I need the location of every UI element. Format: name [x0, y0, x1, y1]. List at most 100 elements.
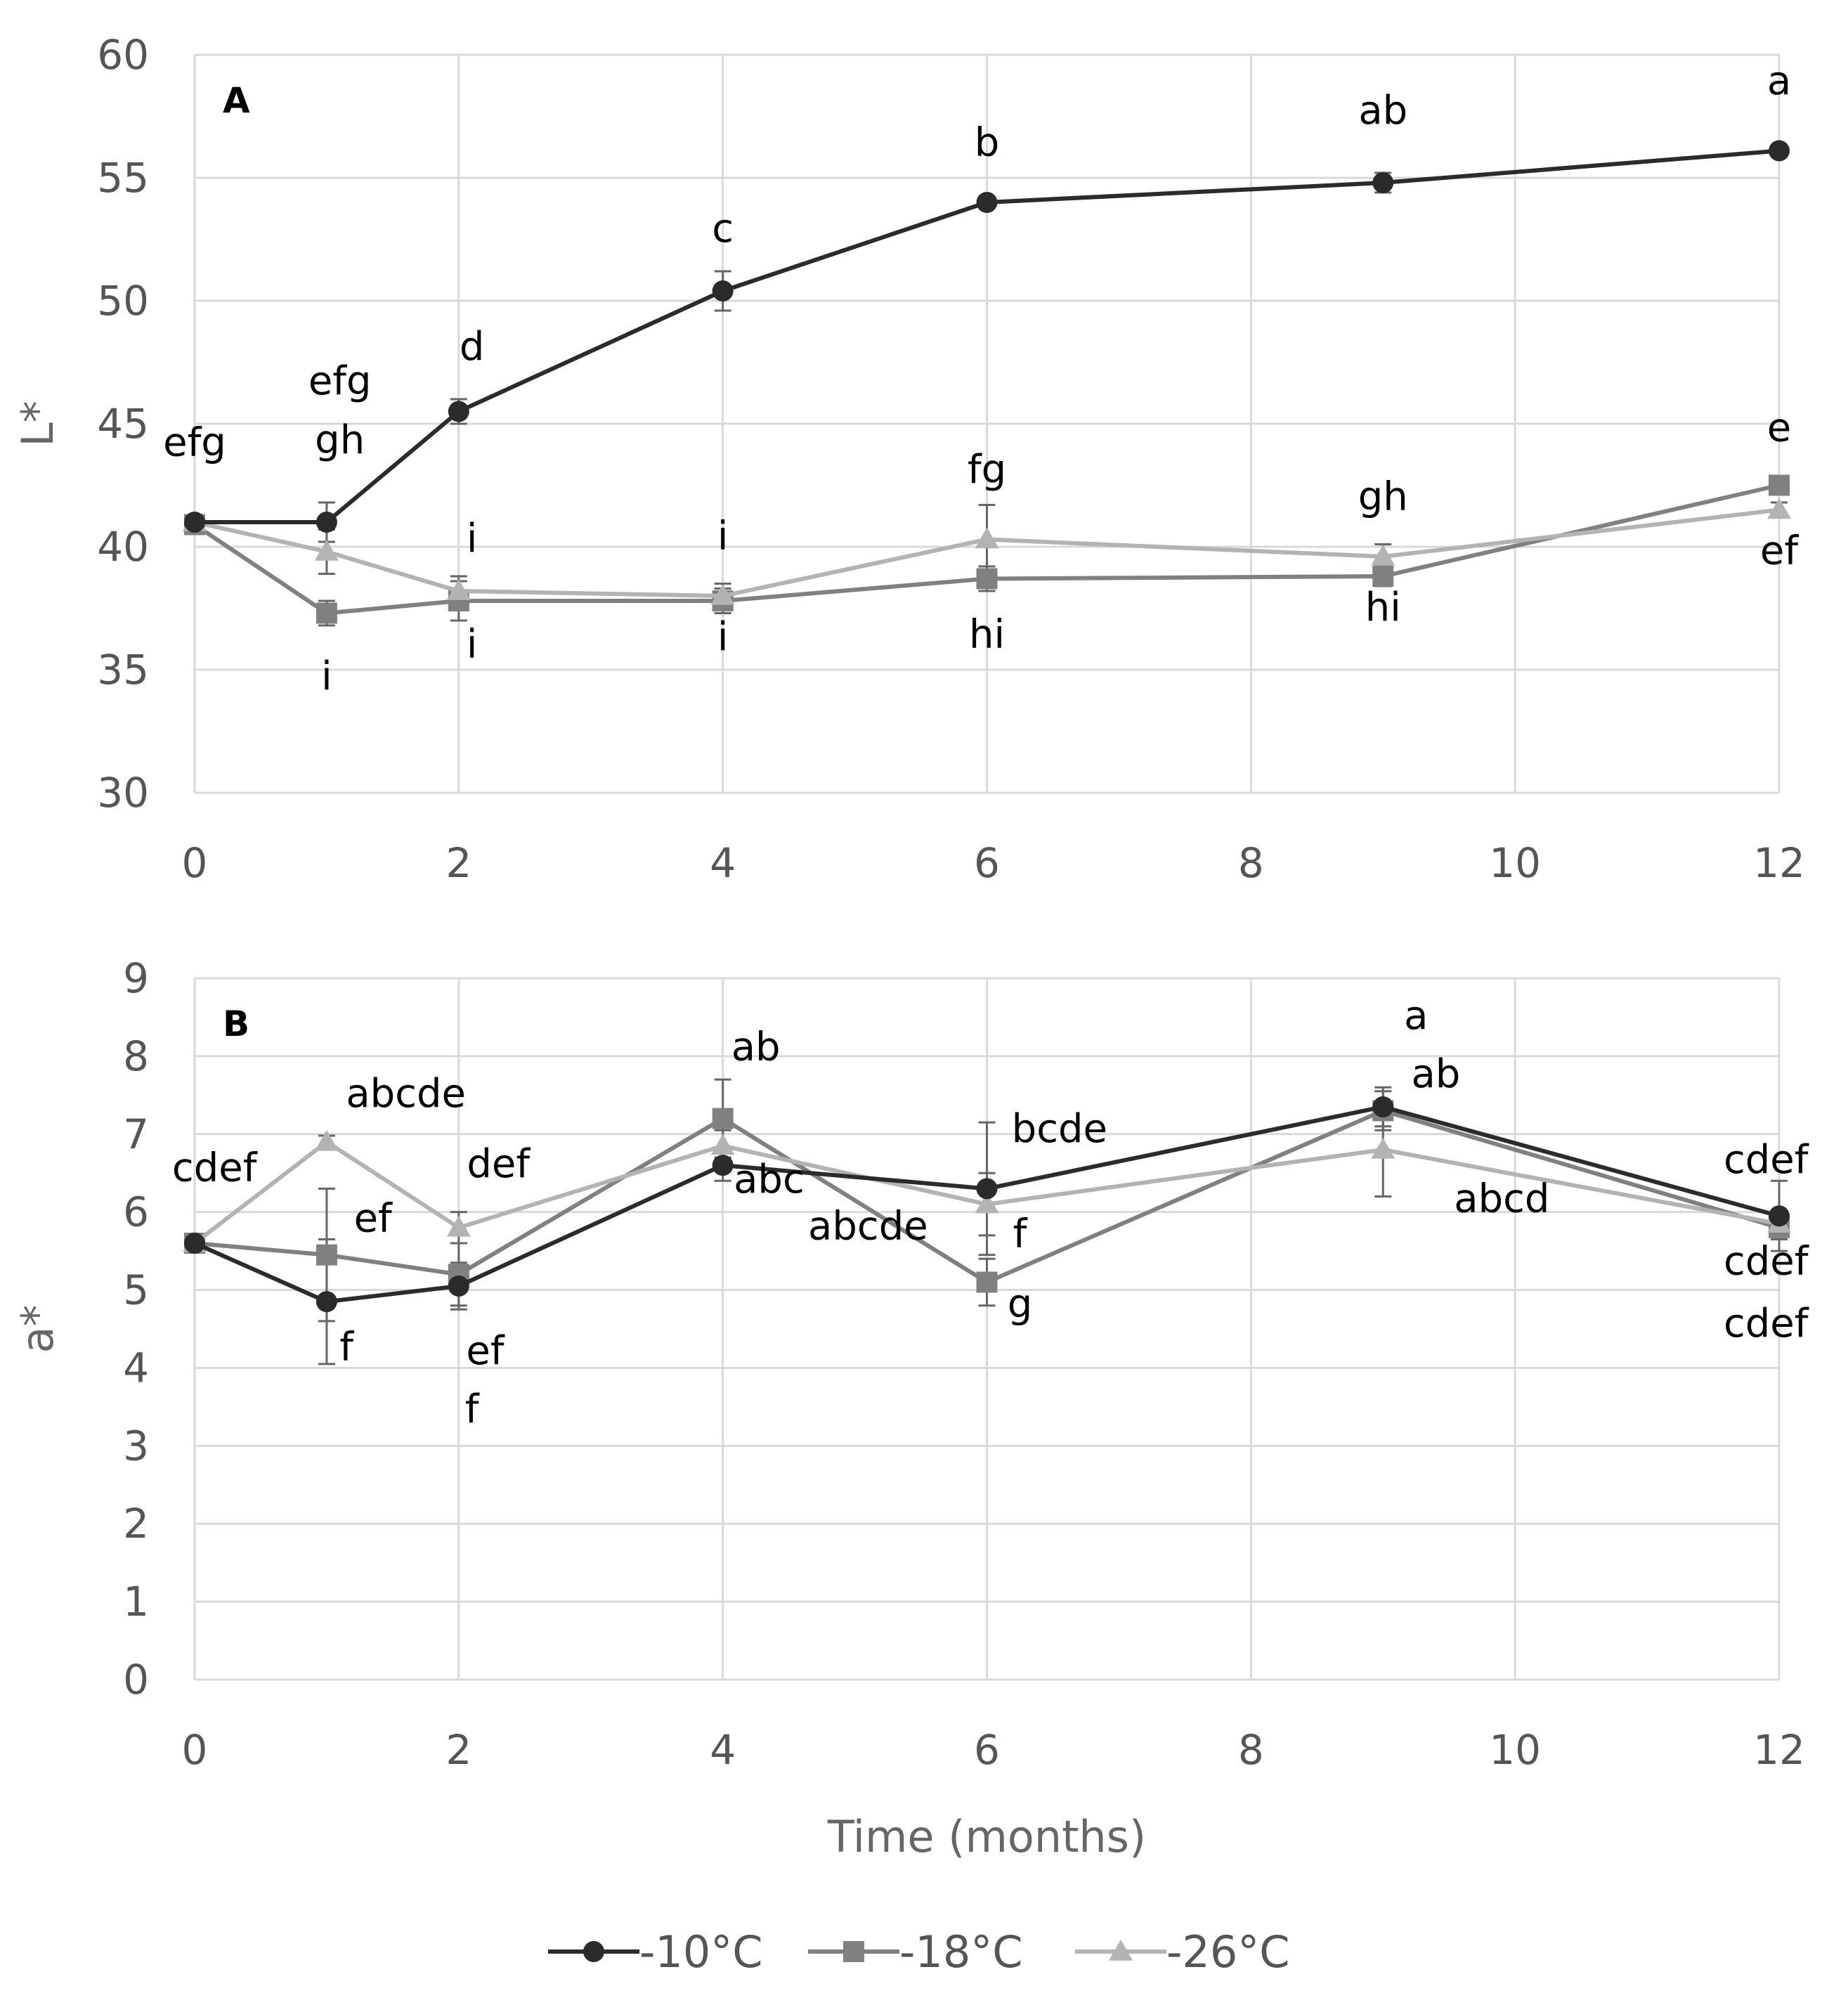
y-tick-label: 5	[123, 1266, 149, 1314]
panel-label: B	[223, 1004, 249, 1044]
significance-label: gh	[315, 417, 365, 463]
significance-label: ab	[731, 1024, 781, 1070]
x-tick-label: 0	[182, 1726, 208, 1774]
x-axis-label: Time (months)	[827, 1811, 1146, 1862]
x-tick-label: 8	[1238, 839, 1264, 887]
y-tick-label: 35	[97, 646, 149, 694]
y-axis-label: a*	[12, 1305, 63, 1354]
significance-label: efg	[163, 420, 226, 466]
x-tick-label: 0	[182, 839, 208, 887]
data-point	[976, 568, 998, 590]
data-point	[710, 584, 735, 605]
significance-label: i	[717, 514, 729, 559]
significance-label: i	[717, 614, 729, 660]
x-tick-label: 12	[1753, 1726, 1805, 1774]
y-tick-label: 45	[97, 400, 149, 448]
significance-label: a	[1767, 58, 1791, 104]
data-point	[975, 1192, 999, 1214]
x-tick-label: 4	[710, 839, 736, 887]
significance-label: ef	[466, 1328, 505, 1374]
significance-label: c	[712, 206, 734, 252]
significance-label: abcde	[808, 1203, 928, 1249]
data-point	[314, 1129, 339, 1151]
x-tick-label: 10	[1489, 839, 1541, 887]
legend-label: -10°C	[639, 1926, 763, 1978]
data-point	[184, 1233, 205, 1254]
significance-label: fg	[968, 447, 1006, 493]
legend: -10°C -18°C -26°C	[548, 1926, 1290, 1978]
y-tick-label: 50	[97, 277, 149, 325]
significance-label: abc	[734, 1157, 805, 1202]
legend-label: -18°C	[899, 1926, 1023, 1978]
y-tick-label: 3	[123, 1422, 149, 1469]
y-tick-label: 4	[123, 1344, 149, 1391]
data-point	[315, 1244, 337, 1266]
data-point	[448, 401, 469, 422]
data-point	[184, 512, 205, 533]
significance-label: f	[1013, 1212, 1028, 1257]
data-point	[712, 1108, 734, 1129]
significance-label: abcde	[346, 1071, 466, 1117]
x-tick-label: 12	[1753, 839, 1805, 887]
significance-label: e	[1767, 405, 1791, 451]
significance-label: g	[1008, 1281, 1033, 1327]
data-point	[1371, 1137, 1395, 1159]
significance-label: gh	[1358, 474, 1408, 520]
significance-label: hi	[969, 612, 1005, 658]
significance-label: cdef	[1724, 1301, 1809, 1347]
data-point	[976, 192, 998, 213]
significance-label: d	[460, 324, 485, 370]
x-tick-label: 2	[445, 839, 471, 887]
significance-label: f	[339, 1324, 354, 1370]
data-point	[446, 579, 471, 600]
data-point	[1372, 566, 1394, 587]
data-point	[448, 1276, 469, 1297]
data-point	[975, 527, 999, 549]
data-point	[976, 1178, 998, 1200]
significance-label: abcd	[1454, 1176, 1549, 1222]
y-tick-label: 0	[123, 1656, 149, 1704]
data-point	[315, 1291, 337, 1313]
x-tick-label: 2	[445, 1726, 471, 1774]
y-tick-label: 60	[97, 31, 149, 79]
significance-label: f	[465, 1387, 480, 1432]
y-tick-label: 1	[123, 1578, 149, 1626]
significance-label: ef	[354, 1195, 393, 1241]
panel-label: A	[223, 80, 250, 121]
data-point	[1372, 172, 1394, 193]
data-point	[712, 1155, 734, 1176]
data-point	[1371, 545, 1395, 566]
data-point	[314, 540, 339, 561]
significance-label: a	[1404, 993, 1428, 1039]
legend-marker	[1109, 1940, 1133, 1961]
significance-label: efg	[308, 358, 372, 404]
y-tick-label: 2	[123, 1500, 149, 1547]
y-tick-label: 55	[97, 154, 149, 202]
y-tick-label: 40	[97, 523, 149, 571]
significance-label: hi	[1365, 585, 1401, 630]
legend-label: -26°C	[1166, 1926, 1290, 1978]
data-point	[446, 1215, 471, 1237]
significance-label: bcde	[1012, 1106, 1107, 1152]
y-tick-label: 30	[97, 769, 149, 817]
data-point	[1767, 498, 1791, 519]
y-axis-label: L*	[12, 401, 63, 447]
data-point	[315, 512, 337, 533]
y-tick-label: 9	[123, 954, 149, 1002]
significance-label: i	[467, 622, 478, 668]
significance-label: cdef	[172, 1145, 258, 1190]
x-tick-label: 4	[710, 1726, 736, 1774]
data-point	[976, 1271, 998, 1293]
y-tick-label: 7	[123, 1110, 149, 1158]
significance-label: i	[321, 654, 332, 699]
significance-label: b	[975, 120, 1000, 166]
data-point	[1372, 1096, 1394, 1117]
data-point	[712, 280, 734, 301]
y-tick-label: 6	[123, 1188, 149, 1236]
data-point	[315, 602, 337, 624]
significance-label: ab	[1411, 1051, 1460, 1097]
significance-label: cdef	[1724, 1137, 1809, 1183]
y-tick-label: 8	[123, 1032, 149, 1080]
